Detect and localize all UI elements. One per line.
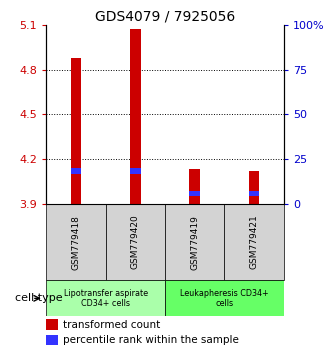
Title: GDS4079 / 7925056: GDS4079 / 7925056 [95, 10, 235, 24]
Text: cell type: cell type [15, 293, 63, 303]
Bar [189, 191, 200, 196]
Bar [165, 280, 284, 316]
Bar [224, 204, 284, 280]
Bar [249, 191, 259, 196]
Text: GSM779420: GSM779420 [131, 215, 140, 269]
Text: GSM779421: GSM779421 [249, 215, 259, 269]
Bar [189, 170, 200, 204]
Text: GSM779418: GSM779418 [71, 215, 81, 269]
Bar [71, 58, 81, 204]
Bar [71, 168, 81, 173]
Bar [46, 204, 106, 280]
Text: Leukapheresis CD34+
cells: Leukapheresis CD34+ cells [180, 289, 269, 308]
Text: transformed count: transformed count [63, 320, 160, 330]
Bar [130, 168, 141, 173]
Bar [130, 29, 141, 204]
Bar [46, 319, 58, 330]
Bar [106, 204, 165, 280]
Bar [46, 280, 165, 316]
Bar [249, 171, 259, 204]
Bar [165, 204, 224, 280]
Text: GSM779419: GSM779419 [190, 215, 199, 269]
Bar [46, 335, 58, 346]
Text: Lipotransfer aspirate
CD34+ cells: Lipotransfer aspirate CD34+ cells [64, 289, 148, 308]
Text: percentile rank within the sample: percentile rank within the sample [63, 335, 239, 345]
